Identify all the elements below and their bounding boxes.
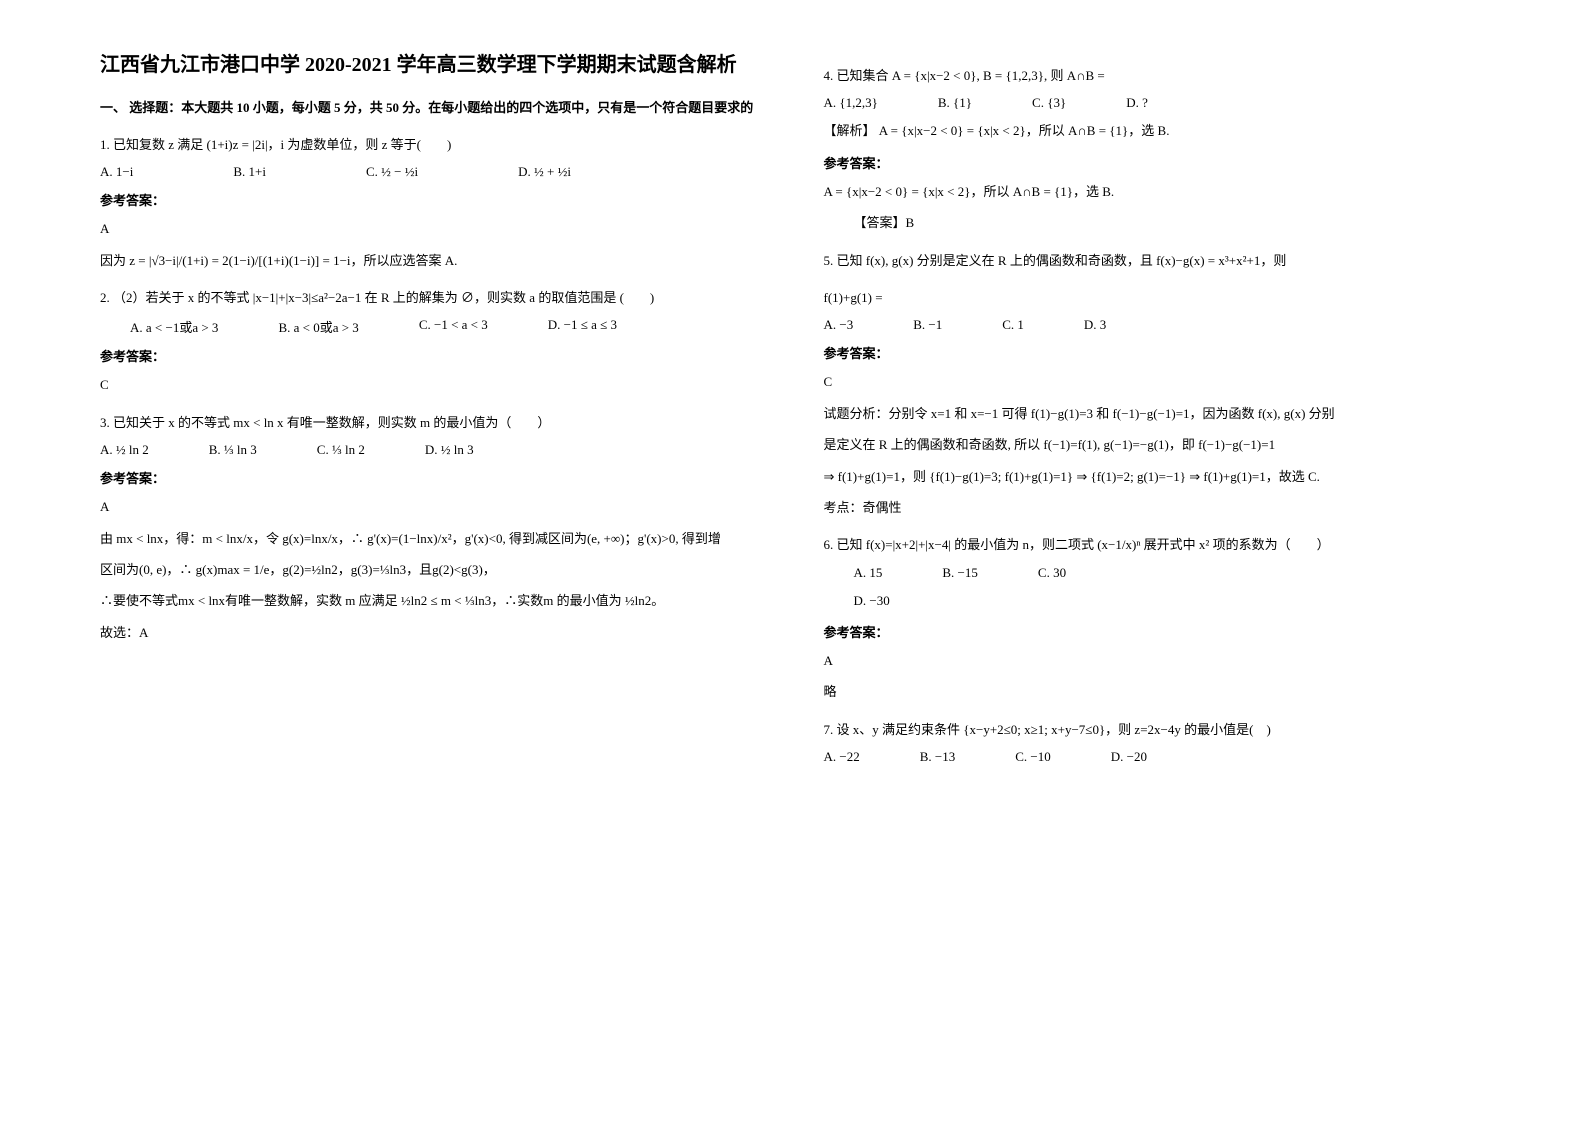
question-2: 2. （2）若关于 x 的不等式 |x−1|+|x−3|≤a²−2a−1 在 R… xyxy=(100,286,764,309)
q1-option-a: A. 1−i xyxy=(100,164,133,180)
question-6: 6. 已知 f(x)=|x+2|+|x−4| 的最小值为 n，则二项式 (x−1… xyxy=(824,533,1488,556)
q3-explanation-1: 由 mx < lnx，得：m < lnx/x，令 g(x)=lnx/x，∴ g'… xyxy=(100,527,764,550)
q5-option-b: B. −1 xyxy=(913,317,942,333)
q6-note: 略 xyxy=(824,680,1488,703)
q3-option-a: A. ½ ln 2 xyxy=(100,442,149,458)
q3-answer-label: 参考答案： xyxy=(100,468,764,487)
q3-option-b: B. ⅓ ln 3 xyxy=(209,442,257,458)
left-column: 江西省九江市港口中学 2020-2021 学年高三数学理下学期期末试题含解析 一… xyxy=(100,50,764,773)
q6-answer-label: 参考答案： xyxy=(824,622,1488,641)
question-4: 4. 已知集合 A = {x|x−2 < 0}, B = {1,2,3}, 则 … xyxy=(824,64,1488,87)
q4-answer-label: 参考答案： xyxy=(824,153,1488,172)
question-6-options: A. 15 B. −15 C. 30 xyxy=(854,565,1488,581)
q5-option-d: D. 3 xyxy=(1084,317,1106,333)
q3-explanation-4: 故选：A xyxy=(100,621,764,644)
question-1: 1. 已知复数 z 满足 (1+i)z = |2i|，i 为虚数单位，则 z 等… xyxy=(100,133,764,156)
q7-option-b: B. −13 xyxy=(920,749,956,765)
q5-note: 考点：奇偶性 xyxy=(824,496,1488,519)
q5-option-a: A. −3 xyxy=(824,317,854,333)
q5-explanation-1: 试题分析：分别令 x=1 和 x=−1 可得 f(1)−g(1)=3 和 f(−… xyxy=(824,402,1488,425)
section-1-header: 一、 选择题：本大题共 10 小题，每小题 5 分，共 50 分。在每小题给出的… xyxy=(100,98,764,119)
question-5-line2: f(1)+g(1) = xyxy=(824,286,1488,309)
q4-option-d: D. ? xyxy=(1126,95,1148,111)
q6-option-d: D. −30 xyxy=(854,589,1488,612)
q1-explanation: 因为 z = |√3−i|/(1+i) = 2(1−i)/[(1+i)(1−i)… xyxy=(100,249,764,272)
q4-option-c: C. {3} xyxy=(1032,95,1066,111)
q5-answer-label: 参考答案： xyxy=(824,343,1488,362)
q2-option-a: A. a < −1或a > 3 xyxy=(130,317,218,336)
q4-answer-tag: 【答案】B xyxy=(854,211,1488,234)
q1-option-c: C. ½ − ½i xyxy=(366,164,418,180)
question-3: 3. 已知关于 x 的不等式 mx < ln x 有唯一整数解，则实数 m 的最… xyxy=(100,411,764,434)
q5-explanation-3: ⇒ f(1)+g(1)=1，则 {f(1)−g(1)=3; f(1)+g(1)=… xyxy=(824,465,1488,488)
q2-option-c: C. −1 < a < 3 xyxy=(419,317,488,336)
q4-answer-line: A = {x|x−2 < 0} = {x|x < 2}，所以 A∩B = {1}… xyxy=(824,180,1488,203)
q3-explanation-2: 区间为(0, e)，∴ g(x)max = 1/e，g(2)=½ln2，g(3)… xyxy=(100,558,764,581)
q5-option-c: C. 1 xyxy=(1002,317,1024,333)
q6-answer: A xyxy=(824,649,1488,672)
q6-option-a: A. 15 xyxy=(854,565,883,581)
q3-explanation-3: ∴要使不等式mx < lnx有唯一整数解，实数 m 应满足 ½ln2 ≤ m <… xyxy=(100,589,764,612)
question-1-options: A. 1−i B. 1+i C. ½ − ½i D. ½ + ½i xyxy=(100,164,764,180)
q4-option-b: B. {1} xyxy=(938,95,972,111)
question-5-options: A. −3 B. −1 C. 1 D. 3 xyxy=(824,317,1488,333)
question-3-options: A. ½ ln 2 B. ⅓ ln 3 C. ⅓ ln 2 D. ½ ln 3 xyxy=(100,442,764,458)
q7-option-a: A. −22 xyxy=(824,749,860,765)
q7-option-c: C. −10 xyxy=(1015,749,1051,765)
question-2-options: A. a < −1或a > 3 B. a < 0或a > 3 C. −1 < a… xyxy=(130,317,764,336)
q6-option-c: C. 30 xyxy=(1038,565,1066,581)
document-title: 江西省九江市港口中学 2020-2021 学年高三数学理下学期期末试题含解析 xyxy=(100,50,764,80)
q5-answer: C xyxy=(824,370,1488,393)
q1-option-b: B. 1+i xyxy=(233,164,266,180)
q3-option-c: C. ⅓ ln 2 xyxy=(317,442,365,458)
q2-answer: C xyxy=(100,373,764,396)
q1-option-d: D. ½ + ½i xyxy=(518,164,571,180)
q4-analysis: 【解析】 A = {x|x−2 < 0} = {x|x < 2}，所以 A∩B … xyxy=(824,119,1488,142)
q3-answer: A xyxy=(100,495,764,518)
q7-option-d: D. −20 xyxy=(1111,749,1147,765)
question-4-options: A. {1,2,3} B. {1} C. {3} D. ? xyxy=(824,95,1488,111)
q1-answer: A xyxy=(100,217,764,240)
q2-option-b: B. a < 0或a > 3 xyxy=(278,317,358,336)
q4-analysis-label: 【解析】 xyxy=(824,123,876,138)
q2-answer-label: 参考答案： xyxy=(100,346,764,365)
q5-explanation-2: 是定义在 R 上的偶函数和奇函数, 所以 f(−1)=f(1), g(−1)=−… xyxy=(824,433,1488,456)
q2-option-d: D. −1 ≤ a ≤ 3 xyxy=(548,317,617,336)
question-7-options: A. −22 B. −13 C. −10 D. −20 xyxy=(824,749,1488,765)
right-column: 4. 已知集合 A = {x|x−2 < 0}, B = {1,2,3}, 则 … xyxy=(824,50,1488,773)
question-7: 7. 设 x、y 满足约束条件 {x−y+2≤0; x≥1; x+y−7≤0}，… xyxy=(824,718,1488,741)
q1-answer-label: 参考答案： xyxy=(100,190,764,209)
q3-option-d: D. ½ ln 3 xyxy=(425,442,474,458)
q6-option-b: B. −15 xyxy=(942,565,978,581)
question-5: 5. 已知 f(x), g(x) 分别是定义在 R 上的偶函数和奇函数，且 f(… xyxy=(824,249,1488,272)
q4-option-a: A. {1,2,3} xyxy=(824,95,878,111)
q4-analysis-text: A = {x|x−2 < 0} = {x|x < 2}，所以 A∩B = {1}… xyxy=(879,123,1170,138)
